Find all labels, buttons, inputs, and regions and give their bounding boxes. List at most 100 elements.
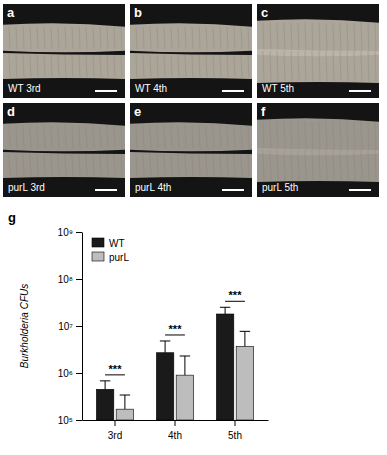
tissue-fold [58, 55, 59, 77]
photo-panel: aWT 3rd [3, 4, 125, 98]
y-tick: 10⁸ [58, 274, 82, 285]
tissue-fold [319, 122, 320, 152]
tissue-fold [206, 126, 207, 148]
legend-swatch [92, 252, 104, 261]
tissue-fold [305, 51, 306, 81]
tissue-fold [72, 55, 73, 77]
tissue-fold [185, 154, 186, 176]
y-tick-label: 10⁶ [58, 368, 73, 379]
tissue-fold [248, 55, 249, 77]
tissue-fold [30, 55, 31, 77]
tissue-fold [333, 23, 334, 53]
tissue-fold [23, 27, 24, 49]
plot-area [96, 307, 253, 420]
tissue-fold [164, 154, 165, 176]
tissue-fold [185, 55, 186, 77]
tissue-fold [340, 23, 341, 53]
tissue-fold [37, 126, 38, 148]
tissue-fold [354, 122, 355, 152]
tissue-fold [312, 150, 313, 180]
tissue-fold [58, 154, 59, 176]
error-bar [120, 395, 130, 409]
tissue-fold [375, 23, 376, 53]
tissue-fold [241, 126, 242, 148]
panel-label: purL 4th [135, 182, 171, 193]
tissue-fold [326, 23, 327, 53]
photo-panel: bWT 4th [130, 4, 252, 98]
tissue-fold [157, 27, 158, 49]
error-bar [160, 341, 170, 353]
y-tick-label: 10⁷ [58, 321, 73, 332]
tissue-fold [206, 27, 207, 49]
panel-letter: d [7, 104, 15, 119]
panel-label: WT 5th [262, 83, 294, 94]
tissue-fold [51, 55, 52, 77]
tissue-fold [121, 154, 122, 176]
x-axis: 3rd4th5th [83, 420, 269, 441]
tissue-fold [121, 126, 122, 148]
tissue-fold [319, 23, 320, 53]
tissue-fold [241, 55, 242, 77]
tissue-fold [375, 150, 376, 180]
panel-label: WT 4th [135, 83, 167, 94]
tissue-fold [277, 23, 278, 53]
tissue-fold [298, 23, 299, 53]
photo-panel: epurL 4th [130, 103, 252, 197]
scale-bar [222, 90, 244, 92]
tissue-fold [368, 23, 369, 53]
legend: WTpurL [92, 238, 129, 263]
tissue-fold [213, 154, 214, 176]
tissue-fold [213, 126, 214, 148]
tissue-fold [284, 51, 285, 81]
tissue-fold [143, 55, 144, 77]
tissue-fold [241, 154, 242, 176]
y-tick: 10⁷ [58, 321, 82, 332]
tissue-fold [93, 27, 94, 49]
tissue-fold [312, 23, 313, 53]
tissue-fold [79, 27, 80, 49]
tissue-fold [340, 150, 341, 180]
tissue-fold [143, 126, 144, 148]
tissue-fold [248, 154, 249, 176]
error-bar [180, 356, 190, 375]
tissue-fold [16, 55, 17, 77]
bar [116, 409, 133, 420]
tissue-fold [319, 150, 320, 180]
y-tick-label: 10⁸ [58, 274, 73, 285]
tissue-fold [361, 150, 362, 180]
y-tick: 10⁶ [58, 368, 82, 379]
tissue-fold [361, 122, 362, 152]
tissue-fold [263, 122, 264, 152]
tissue-fold [248, 27, 249, 49]
tissue-fold [234, 154, 235, 176]
y-axis-title: Burkholderia CFUs [19, 284, 30, 368]
photo-background [257, 103, 379, 197]
tissue-fold [100, 126, 101, 148]
tissue-fold [305, 23, 306, 53]
photo-panel: fpurL 5th [257, 103, 379, 197]
tissue-fold [171, 27, 172, 49]
tissue-fold [86, 126, 87, 148]
tissue-fold [65, 154, 66, 176]
panel-letter: f [261, 104, 266, 119]
tissue-fold [227, 55, 228, 77]
tissue-fold [114, 55, 115, 77]
tissue-fold [333, 122, 334, 152]
tissue-fold [93, 154, 94, 176]
tissue [3, 23, 125, 52]
tissue-fold [16, 154, 17, 176]
tissue-fold [347, 150, 348, 180]
tissue-fold [65, 55, 66, 77]
x-tick-label: 3rd [108, 430, 122, 441]
tissue-fold [44, 154, 45, 176]
tissue-fold [227, 154, 228, 176]
legend-swatch [92, 238, 104, 247]
tissue-fold [136, 55, 137, 77]
tissue-fold [284, 122, 285, 152]
tissue-fold [333, 150, 334, 180]
legend-label: purL [109, 252, 129, 263]
tissue [130, 122, 252, 151]
tissue [3, 53, 125, 79]
bar [156, 353, 173, 420]
tissue-fold [227, 126, 228, 148]
